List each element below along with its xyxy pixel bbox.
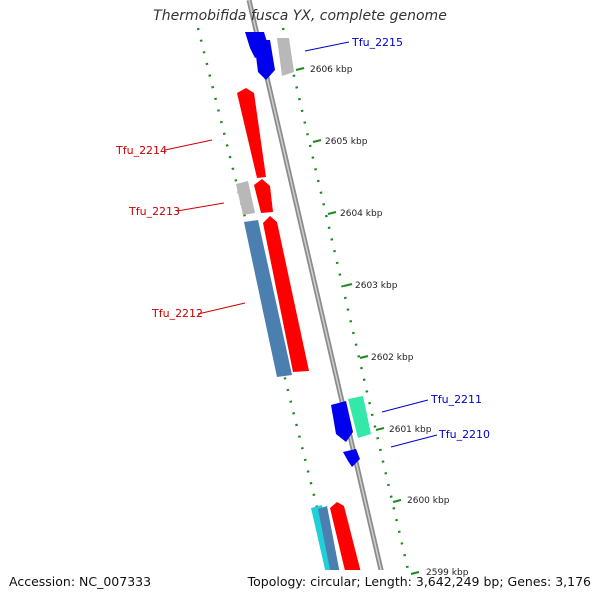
gene-label-tfu-2210[interactable]: Tfu_2210 bbox=[438, 428, 490, 441]
map-title: Thermobifida fusca YX, complete genome bbox=[153, 8, 447, 24]
scale-label-2605: 2605 kbp bbox=[325, 137, 368, 147]
gene-arrow-tfu-2211[interactable] bbox=[331, 401, 353, 442]
scale-label-2599: 2599 kbp bbox=[426, 568, 469, 578]
gene-label-tfu-2213[interactable]: Tfu_2213 bbox=[128, 205, 180, 218]
blast-hit-bottom[interactable] bbox=[318, 506, 345, 600]
gene-label-tfu-2211[interactable]: Tfu_2211 bbox=[430, 393, 482, 406]
gene-arrow-tfu-2210[interactable] bbox=[343, 449, 360, 467]
feature-grey-2[interactable] bbox=[236, 181, 255, 215]
scale-label-2603: 2603 kbp bbox=[355, 281, 398, 291]
gene-arrow-tfu-2212[interactable] bbox=[263, 216, 309, 372]
gene-label-tfu-2214[interactable]: Tfu_2214 bbox=[115, 144, 167, 157]
gene-label-tfu-2212[interactable]: Tfu_2212 bbox=[151, 307, 203, 320]
scale-label-2601: 2601 kbp bbox=[389, 425, 432, 435]
gene-arrow-tfu-2213[interactable] bbox=[254, 179, 273, 213]
scale-label-2606: 2606 kbp bbox=[310, 65, 353, 75]
gene-arrow-bottom[interactable] bbox=[330, 502, 368, 600]
scale-label-2604: 2604 kbp bbox=[340, 209, 383, 219]
accession-label: Accession: NC_007333 bbox=[9, 574, 152, 589]
feature-teal[interactable] bbox=[348, 396, 371, 438]
gene-arrow-tfu-2214[interactable] bbox=[237, 88, 266, 178]
feature-grey-1[interactable] bbox=[277, 38, 294, 76]
genome-summary: Topology: circular; Length: 3,642,249 bp… bbox=[247, 574, 591, 589]
gene-arrow-tfu-2215[interactable] bbox=[254, 40, 275, 80]
blast-hit-tfu-2212[interactable] bbox=[244, 220, 292, 377]
scale-label-2602: 2602 kbp bbox=[371, 353, 414, 363]
scale-label-2600: 2600 kbp bbox=[407, 496, 450, 506]
gene-label-tfu-2215[interactable]: Tfu_2215 bbox=[351, 36, 403, 49]
